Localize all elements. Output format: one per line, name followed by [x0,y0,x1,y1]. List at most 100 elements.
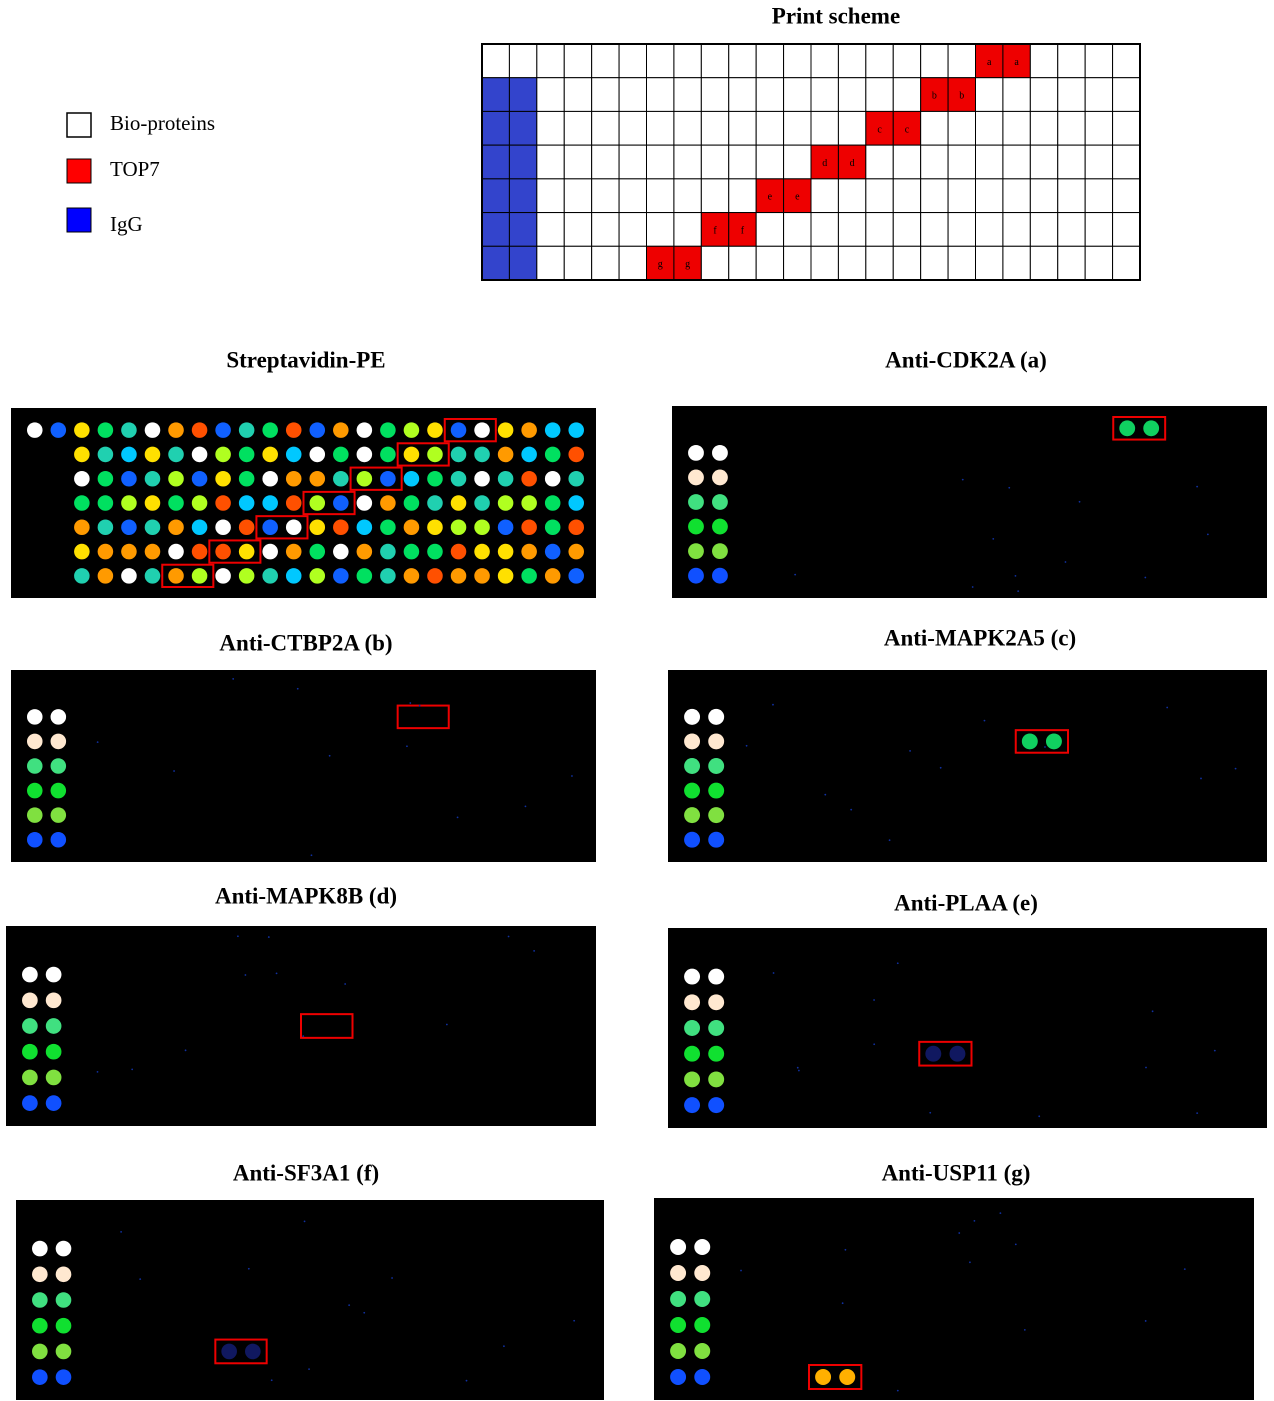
spot [221,1344,237,1360]
grid-cell [509,111,536,145]
spot [521,495,537,511]
spot [168,544,184,560]
spot [684,1097,700,1113]
spot [27,709,43,725]
grid-cell [1030,44,1057,78]
grid-cell [1085,179,1112,213]
spot [694,1291,710,1307]
speck [1145,1067,1147,1069]
spot [168,447,184,463]
spot [239,471,255,487]
spot [98,471,114,487]
grid-cell [838,179,865,213]
spot [51,783,67,799]
speck [842,1302,844,1304]
grid-cell [729,246,756,280]
speck [929,1112,931,1114]
spot [215,471,231,487]
cell-label: b [932,91,937,102]
grid-cell [893,145,920,179]
spot [98,544,114,560]
spot [404,520,420,536]
grid-cell [784,78,811,112]
spot [239,422,255,438]
spot [694,1239,710,1255]
grid-cell [948,213,975,247]
panel-title: Anti-PLAA (e) [894,890,1038,915]
spot [545,471,561,487]
spot [451,568,467,584]
legend-swatch [67,113,91,137]
speck [446,1024,448,1026]
spot [708,1097,724,1113]
grid-cell [1113,246,1140,280]
spot [215,520,231,536]
spot [815,1369,831,1385]
array-image [668,670,1267,862]
panel-title: Anti-MAPK2A5 (c) [884,625,1076,650]
array-image [654,1198,1254,1400]
spot [286,495,302,511]
grid-cell [811,44,838,78]
grid-cell [1003,213,1030,247]
spot [27,422,43,438]
grid-cell [509,145,536,179]
spot [521,544,537,560]
spot [670,1343,686,1359]
grid-cell [784,145,811,179]
spot [145,544,161,560]
spot [22,992,38,1008]
spot [121,568,137,584]
spot [286,447,302,463]
spot [74,520,90,536]
grid-cell [948,111,975,145]
spot [684,1046,700,1062]
spot [333,544,349,560]
grid-cell [537,78,564,112]
spot [121,447,137,463]
spot [380,447,396,463]
spot [46,1070,62,1086]
spot [521,471,537,487]
grid-cell [619,111,646,145]
speck [571,775,573,777]
spot [498,471,514,487]
spot [357,568,373,584]
spot [32,1318,48,1334]
spot [427,495,443,511]
grid-cell [482,44,509,78]
spot [498,544,514,560]
spot [404,568,420,584]
spot [239,568,255,584]
spot [474,422,490,438]
grid-cell [1085,213,1112,247]
spot [74,568,90,584]
grid-cell [564,111,591,145]
spot [451,471,467,487]
spot [22,967,38,983]
spot [310,447,326,463]
spot [474,520,490,536]
grid-cell [784,246,811,280]
grid-cell [537,246,564,280]
grid-cell [756,213,783,247]
grid-cell [647,179,674,213]
spot [708,709,724,725]
cell-label: g [658,259,663,270]
grid-cell [838,111,865,145]
grid-cell [1113,145,1140,179]
speck [1214,1050,1216,1052]
grid-cell [647,44,674,78]
grid-cell [976,111,1003,145]
spot [708,783,724,799]
cell-label: g [685,259,690,270]
grid-cell [838,78,865,112]
spot [310,544,326,560]
grid-cell [729,179,756,213]
spot [451,495,467,511]
grid-cell [921,111,948,145]
spot [1046,733,1062,749]
spot [168,471,184,487]
grid-cell [893,78,920,112]
speck [773,972,775,974]
